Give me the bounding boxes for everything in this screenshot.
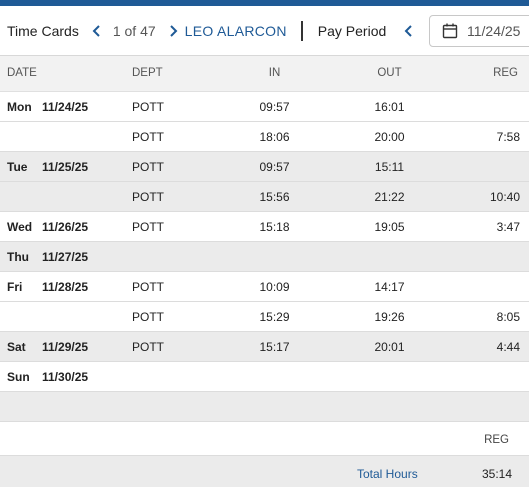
in-cell: 15:29 (259, 310, 290, 324)
table-row[interactable]: Mon 11/24/25 POTT 09:57 16:01 (0, 92, 529, 122)
col-header-dept: DEPT (132, 67, 163, 79)
employee-name[interactable]: LEO ALARCON (184, 22, 287, 39)
toolbar: Time Cards 1 of 47 LEO ALARCON Pay Perio… (0, 6, 529, 56)
in-cell: 10:09 (259, 280, 290, 294)
out-cell: 19:26 (374, 310, 405, 324)
page-title: Time Cards (7, 22, 79, 39)
total-hours-label: Total Hours (357, 467, 418, 481)
reg-cell: 8:05 (496, 310, 520, 324)
dept-cell: POTT (132, 310, 164, 324)
table-row[interactable]: Tue 11/25/25 POTT 09:57 15:11 (0, 152, 529, 182)
reg-cell: 4:44 (496, 340, 520, 354)
in-cell: 15:56 (259, 190, 290, 204)
out-cell: 15:11 (374, 160, 405, 174)
summary-total-row: Total Hours 35:14 (0, 456, 529, 487)
out-cell: 19:05 (374, 220, 405, 234)
col-header-reg: REG (493, 67, 518, 79)
day-cell: Tue (7, 160, 28, 174)
in-cell: 15:17 (259, 340, 290, 354)
out-cell: 20:00 (374, 130, 405, 144)
dept-cell: POTT (132, 100, 164, 114)
day-cell: Sat (7, 340, 26, 354)
chevron-right-icon (169, 24, 178, 37)
record-counter: 1 of 47 (112, 22, 156, 39)
table-row[interactable]: Sun 11/30/25 (0, 362, 529, 392)
dept-cell: POTT (132, 340, 164, 354)
top-accent-bar (0, 0, 529, 6)
total-hours-value: 35:14 (481, 467, 512, 481)
table-header: DATE DEPT IN OUT REG (0, 56, 529, 92)
in-cell: 09:57 (259, 160, 290, 174)
col-header-date: DATE (7, 67, 37, 79)
summary-header: REG (0, 422, 529, 456)
calendar-icon (442, 23, 458, 39)
in-cell: 09:57 (259, 100, 290, 114)
day-cell: Thu (7, 250, 29, 264)
out-cell: 20:01 (374, 340, 405, 354)
day-cell: Wed (7, 220, 33, 234)
date-cell: 11/28/25 (42, 280, 89, 294)
chevron-left-icon (404, 24, 412, 37)
out-cell: 21:22 (374, 190, 405, 204)
dept-cell: POTT (132, 280, 164, 294)
pay-period-date: 11/24/25 (467, 23, 521, 39)
reg-cell: 10:40 (489, 190, 520, 204)
day-cell: Fri (7, 280, 23, 294)
table-row[interactable]: Thu 11/27/25 (0, 242, 529, 272)
reg-cell: 3:47 (496, 220, 520, 234)
out-cell: 16:01 (374, 100, 405, 114)
previous-period-button[interactable] (400, 22, 418, 40)
table-row[interactable]: Sat 11/29/25 POTT 15:17 20:01 4:44 (0, 332, 529, 362)
date-cell: 11/30/25 (42, 370, 89, 384)
date-cell: 11/25/25 (42, 160, 89, 174)
timecard-table: Mon 11/24/25 POTT 09:57 16:01 POTT 18:06… (0, 92, 529, 392)
day-cell: Mon (7, 100, 32, 114)
date-cell: 11/27/25 (42, 250, 89, 264)
date-cell: 11/29/25 (42, 340, 89, 354)
dept-cell: POTT (132, 130, 164, 144)
col-header-in: IN (268, 67, 281, 79)
date-cell: 11/24/25 (42, 100, 89, 114)
col-header-out: OUT (377, 67, 402, 79)
table-row[interactable]: Wed 11/26/25 POTT 15:18 19:05 3:47 (0, 212, 529, 242)
in-cell: 18:06 (259, 130, 290, 144)
day-cell: Sun (7, 370, 30, 384)
next-employee-button[interactable] (164, 22, 182, 40)
table-row[interactable]: Fri 11/28/25 POTT 10:09 14:17 (0, 272, 529, 302)
dept-cell: POTT (132, 190, 164, 204)
table-spacer-row (0, 392, 529, 422)
divider (300, 20, 303, 41)
reg-cell: 7:58 (496, 130, 520, 144)
previous-employee-button[interactable] (88, 22, 106, 40)
summary-col-reg: REG (484, 434, 509, 446)
pay-period-label: Pay Period (317, 22, 387, 39)
date-cell: 11/26/25 (42, 220, 89, 234)
in-cell: 15:18 (259, 220, 290, 234)
chevron-left-icon (92, 24, 100, 37)
out-cell: 14:17 (374, 280, 405, 294)
pay-period-date-picker[interactable]: 11/24/25 (429, 15, 529, 47)
table-row[interactable]: POTT 15:29 19:26 8:05 (0, 302, 529, 332)
dept-cell: POTT (132, 160, 164, 174)
table-row[interactable]: POTT 18:06 20:00 7:58 (0, 122, 529, 152)
table-row[interactable]: POTT 15:56 21:22 10:40 (0, 182, 529, 212)
dept-cell: POTT (132, 220, 164, 234)
